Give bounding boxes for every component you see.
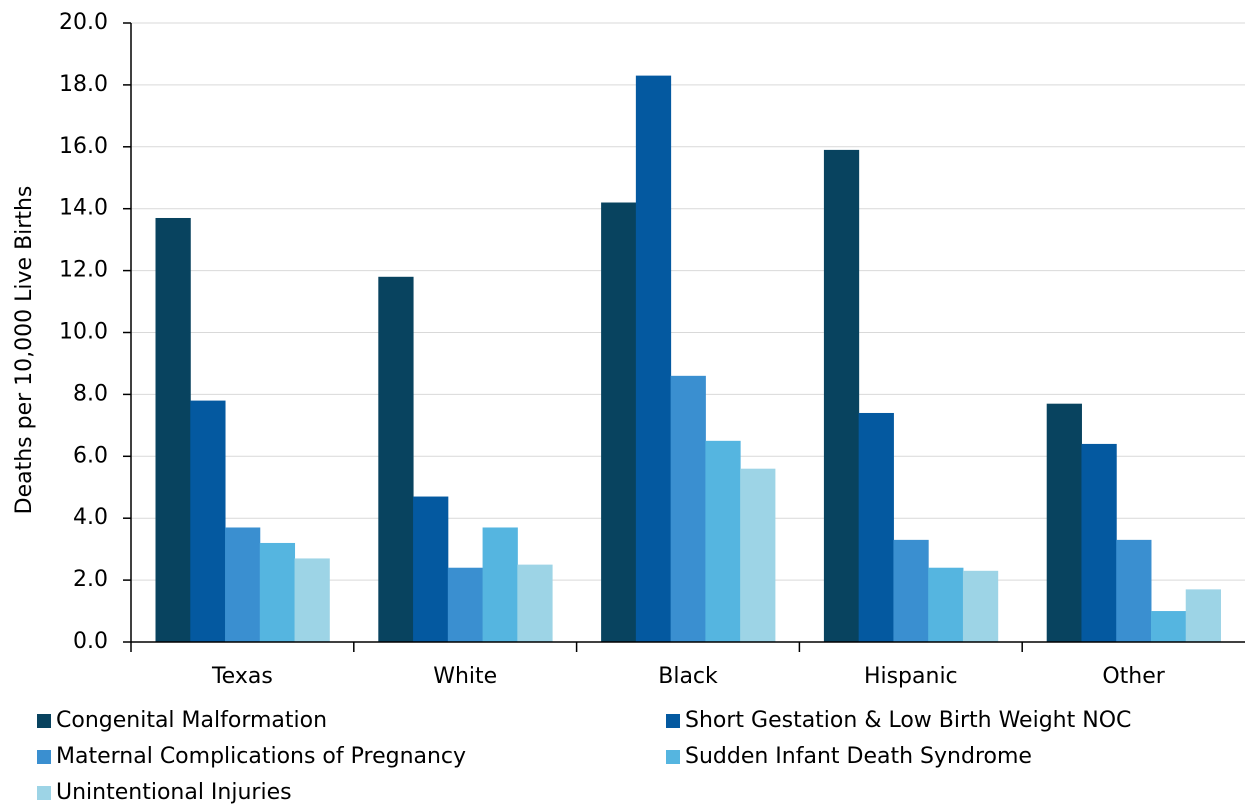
y-axis-label: Deaths per 10,000 Live Births xyxy=(12,186,37,515)
y-tick-label: 14.0 xyxy=(59,196,108,221)
y-tick-label: 6.0 xyxy=(73,443,108,468)
bar xyxy=(259,542,296,642)
bar xyxy=(378,276,414,642)
bar xyxy=(1081,443,1117,642)
y-tick-label: 12.0 xyxy=(59,258,108,283)
bar xyxy=(294,558,330,642)
y-tick-label: 8.0 xyxy=(73,381,108,406)
bar xyxy=(740,468,776,642)
bar xyxy=(1185,589,1221,642)
bar xyxy=(962,570,999,642)
y-tick-label: 16.0 xyxy=(59,134,108,159)
legend-label: Unintentional Injuries xyxy=(56,780,292,805)
y-tick-label: 0.0 xyxy=(73,629,108,654)
x-tick-label: White xyxy=(433,664,497,689)
bar xyxy=(413,496,449,642)
bar xyxy=(705,440,741,642)
legend-marker xyxy=(37,786,51,800)
x-tick-label: Black xyxy=(658,664,718,689)
legend-label: Maternal Complications of Pregnancy xyxy=(56,744,466,769)
bar xyxy=(190,400,226,642)
bar xyxy=(893,539,929,642)
bar xyxy=(670,375,706,642)
bar xyxy=(1150,611,1187,642)
y-tick-label: 18.0 xyxy=(59,72,108,97)
bar xyxy=(858,412,894,642)
legend-label: Congenital Malformation xyxy=(56,708,327,733)
bar xyxy=(517,564,553,642)
bar xyxy=(1116,539,1152,642)
legend-marker xyxy=(666,750,680,764)
legend-marker xyxy=(37,750,51,764)
legend-marker xyxy=(37,714,51,728)
bar xyxy=(601,202,637,642)
x-tick-label: Hispanic xyxy=(864,664,958,689)
y-tick-label: 4.0 xyxy=(73,505,108,530)
legend-marker xyxy=(666,714,680,728)
y-tick-label: 10.0 xyxy=(59,320,108,345)
bar xyxy=(482,527,518,642)
x-tick-label: Other xyxy=(1102,664,1165,689)
bar xyxy=(225,527,261,642)
bar xyxy=(928,567,964,642)
bar xyxy=(155,217,191,643)
bar xyxy=(1046,403,1082,642)
y-tick-label: 20.0 xyxy=(59,10,108,35)
bar xyxy=(823,149,860,642)
bar xyxy=(635,75,672,643)
legend-label: Sudden Infant Death Syndrome xyxy=(685,744,1032,769)
y-tick-label: 2.0 xyxy=(73,567,108,592)
x-tick-label: Texas xyxy=(211,664,273,689)
legend-label: Short Gestation & Low Birth Weight NOC xyxy=(685,708,1131,733)
bar xyxy=(447,567,484,642)
